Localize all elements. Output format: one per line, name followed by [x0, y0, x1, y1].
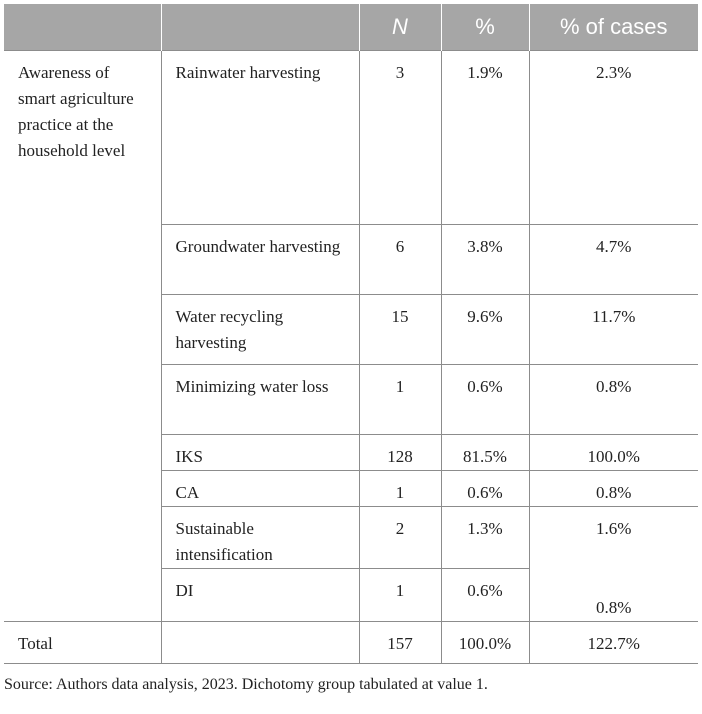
row-percent: 1.9% — [440, 50, 529, 225]
table-row: Awareness of smart agriculture practice … — [4, 50, 698, 621]
row-percent: 9.6% — [440, 294, 529, 365]
table-row: Minimizing water loss 1 0.6% 0.8% — [4, 364, 698, 435]
total-label: Total — [4, 620, 161, 664]
total-n: 157 — [358, 620, 441, 664]
data-table: N % % of cases Awareness of smart agricu… — [4, 4, 698, 664]
row-label: CA — [160, 470, 359, 507]
header-row: N % % of cases — [4, 4, 698, 51]
group-label: Awareness of smart agriculture practice … — [4, 50, 161, 621]
table-row: Sustainable intensification 2 1.3% 1.6% — [4, 506, 698, 569]
row-percent: 1.3% — [440, 506, 529, 569]
row-n: 1 — [358, 568, 441, 621]
total-percent: 100.0% — [440, 620, 529, 664]
row-label: Water recycling harvesting — [160, 294, 359, 365]
total-empty — [160, 620, 359, 664]
table-row: Water recycling harvesting 15 9.6% 11.7% — [4, 294, 698, 365]
header-n: N — [358, 4, 441, 51]
row-n: 2 — [358, 506, 441, 569]
row-cases: 0.8% — [528, 364, 698, 435]
row-label: IKS — [160, 434, 359, 471]
row-n: 15 — [358, 294, 441, 365]
header-percent-of-cases: % of cases — [528, 4, 698, 51]
total-row: Total 157 100.0% 122.7% — [4, 620, 698, 664]
row-label: DI — [160, 568, 359, 621]
header-col0 — [4, 4, 161, 51]
table-row: DI 1 0.6% 0.8% — [4, 568, 698, 621]
source-note: Source: Authors data analysis, 2023. Dic… — [4, 676, 488, 693]
row-n: 6 — [358, 224, 441, 295]
row-cases: 4.7% — [528, 224, 698, 295]
row-percent: 0.6% — [440, 568, 529, 621]
row-percent: 0.6% — [440, 470, 529, 507]
row-cases: 2.3% — [528, 50, 698, 225]
row-n: 3 — [358, 50, 441, 225]
header-col1 — [160, 4, 359, 51]
table-row: CA 1 0.6% 0.8% — [4, 470, 698, 507]
row-percent: 0.6% — [440, 364, 529, 435]
row-label: Sustainable intensification — [160, 506, 359, 569]
row-cases: 0.8% — [528, 470, 698, 507]
row-label: Minimizing water loss — [160, 364, 359, 435]
header-percent: % — [440, 4, 529, 51]
row-n: 128 — [358, 434, 441, 471]
row-cases: 11.7% — [528, 294, 698, 365]
row-cases: 0.8% — [528, 568, 698, 621]
table-row: IKS 128 81.5% 100.0% — [4, 434, 698, 471]
row-cases: 100.0% — [528, 434, 698, 471]
table-container: N % % of cases Awareness of smart agricu… — [4, 4, 698, 664]
row-cases: 1.6% — [528, 506, 698, 569]
row-n: 1 — [358, 364, 441, 435]
table-row: Groundwater harvesting 6 3.8% 4.7% — [4, 224, 698, 295]
row-label: Rainwater harvesting — [160, 50, 359, 225]
row-percent: 3.8% — [440, 224, 529, 295]
row-label: Groundwater harvesting — [160, 224, 359, 295]
row-n: 1 — [358, 470, 441, 507]
row-percent: 81.5% — [440, 434, 529, 471]
total-cases: 122.7% — [528, 620, 698, 664]
